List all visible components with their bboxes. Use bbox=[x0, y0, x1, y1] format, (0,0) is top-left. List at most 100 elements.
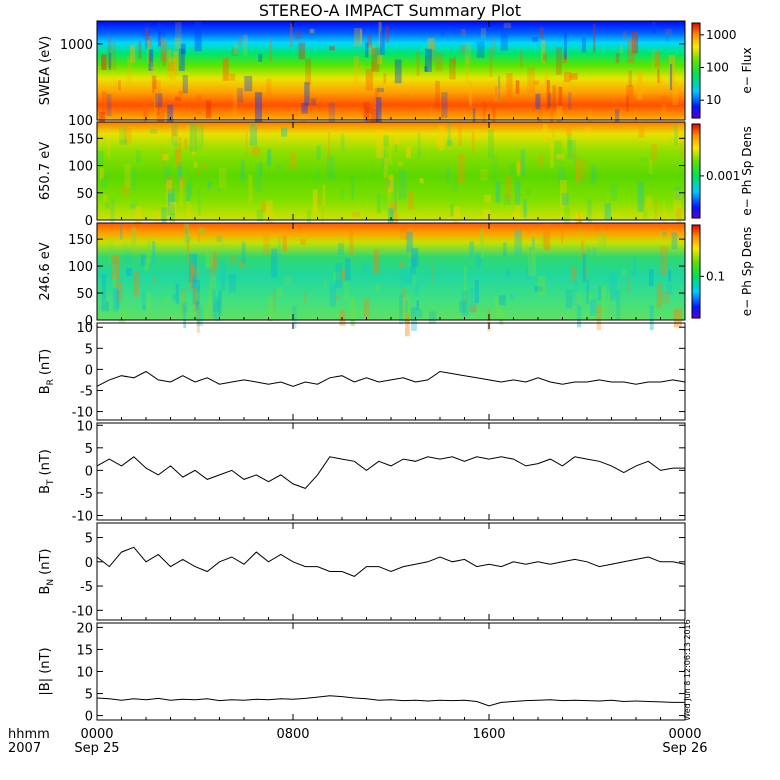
spectrogram-texture bbox=[147, 238, 151, 264]
spectrogram-texture bbox=[240, 160, 245, 182]
spectrogram-texture bbox=[651, 143, 657, 162]
y-tick-label: 0 bbox=[85, 464, 93, 479]
spectrogram-texture bbox=[563, 206, 571, 230]
spectrogram-texture bbox=[397, 161, 404, 167]
spectrogram-texture bbox=[218, 290, 222, 316]
spectrogram-texture bbox=[250, 123, 257, 146]
spectrogram-texture bbox=[382, 149, 385, 171]
spectrogram-texture bbox=[340, 133, 345, 151]
y-axis-label: |B| (nT) bbox=[38, 647, 53, 695]
spectrogram-texture bbox=[388, 142, 392, 165]
spectrogram-texture bbox=[161, 207, 167, 226]
spectrogram-texture bbox=[327, 132, 331, 160]
spectrogram-texture bbox=[278, 236, 281, 267]
spectrogram-texture bbox=[377, 55, 383, 65]
spectrogram-texture bbox=[231, 48, 239, 57]
spectrogram-texture bbox=[506, 268, 510, 278]
spectrogram-texture bbox=[175, 96, 181, 101]
spectrogram-texture bbox=[450, 203, 454, 217]
spectrogram-texture bbox=[363, 102, 369, 119]
spectrogram-texture bbox=[639, 157, 648, 162]
spectrogram-texture bbox=[276, 287, 283, 297]
spectrogram-texture bbox=[492, 36, 496, 55]
spectrogram-texture bbox=[401, 288, 407, 315]
spectrogram-texture bbox=[535, 93, 541, 110]
spectrogram-texture bbox=[174, 37, 181, 66]
spectrogram-texture bbox=[167, 49, 172, 78]
spectrogram-texture bbox=[476, 130, 481, 139]
spectrogram-texture bbox=[159, 35, 163, 45]
spectrogram-texture bbox=[394, 181, 397, 211]
spectrogram-texture bbox=[440, 27, 445, 36]
spectrogram-texture bbox=[303, 292, 307, 303]
y-tick-label: -10 bbox=[72, 604, 93, 619]
colorbar-label: e− Flux bbox=[740, 47, 754, 93]
spectrogram-texture bbox=[312, 189, 318, 214]
spectrogram-texture bbox=[127, 55, 132, 86]
spectrogram-texture bbox=[322, 184, 326, 206]
spectrogram-texture bbox=[324, 276, 327, 289]
spectrogram-texture bbox=[241, 241, 246, 264]
spectrogram-texture bbox=[527, 66, 535, 94]
panel-pad246 bbox=[97, 223, 685, 337]
spectrogram-texture bbox=[362, 262, 370, 274]
spectrogram-texture bbox=[142, 102, 149, 118]
spectrogram-texture bbox=[593, 23, 596, 53]
spectrogram-texture bbox=[184, 138, 188, 150]
spectrogram-texture bbox=[515, 202, 521, 222]
panel-frame-bmag bbox=[96, 622, 686, 721]
spectrogram-texture bbox=[523, 199, 527, 218]
spectrogram-texture bbox=[670, 64, 673, 91]
spectrogram-texture bbox=[588, 292, 591, 302]
spectrogram-texture bbox=[458, 126, 462, 146]
y-tick-label: 50 bbox=[76, 287, 93, 302]
spectrogram-texture bbox=[565, 127, 572, 136]
spectrogram-texture bbox=[352, 211, 360, 217]
spectrogram-texture bbox=[548, 93, 552, 108]
spectrogram-texture bbox=[492, 107, 496, 131]
spectrogram-texture bbox=[186, 201, 192, 216]
spectrogram-texture bbox=[156, 102, 160, 116]
spectrogram-texture bbox=[222, 57, 229, 81]
spectrogram-texture bbox=[292, 305, 297, 329]
spectrogram-texture bbox=[255, 163, 262, 192]
spectrogram-texture bbox=[335, 262, 343, 289]
spectrogram-texture bbox=[131, 227, 137, 246]
spectrogram-texture bbox=[408, 248, 413, 267]
spectrogram-texture bbox=[229, 73, 236, 81]
spectrogram-texture bbox=[171, 88, 179, 94]
spectrogram-texture bbox=[363, 298, 370, 318]
spectrogram-texture bbox=[469, 304, 478, 313]
spectrogram-texture bbox=[661, 95, 669, 106]
spectrogram-texture bbox=[543, 124, 548, 143]
spectrogram-texture bbox=[503, 23, 511, 29]
colorbar-label: e− Ph Sp Dens bbox=[740, 227, 754, 316]
panel-bn bbox=[96, 546, 686, 577]
spectrogram-texture bbox=[417, 133, 421, 158]
spectrogram-texture bbox=[252, 146, 260, 155]
spectrogram-texture bbox=[196, 305, 204, 327]
spectrogram-texture bbox=[441, 92, 448, 118]
y-axis-label: BR(nT) bbox=[38, 349, 56, 395]
spectrogram-texture bbox=[503, 242, 507, 256]
spectrogram-texture bbox=[212, 288, 216, 319]
spectrogram-texture bbox=[500, 33, 508, 51]
spectrogram-texture bbox=[543, 223, 551, 251]
spectrogram-texture bbox=[520, 50, 523, 68]
spectrogram-texture bbox=[399, 267, 406, 288]
spectrogram-texture bbox=[558, 86, 563, 106]
spectrogram-texture bbox=[289, 151, 297, 170]
y-tick-label: 100 bbox=[68, 160, 93, 175]
spectrogram-texture bbox=[175, 283, 179, 304]
spectrogram-texture bbox=[281, 127, 288, 137]
panel-frame-bt bbox=[96, 422, 686, 521]
spectrogram-texture bbox=[338, 242, 344, 255]
spectrogram-texture bbox=[374, 285, 379, 292]
spectrogram-texture bbox=[214, 295, 221, 322]
spectrogram-texture bbox=[172, 51, 178, 75]
spectrogram-texture bbox=[533, 80, 539, 86]
spectrogram-texture bbox=[309, 28, 315, 34]
spectrogram-texture bbox=[140, 254, 146, 266]
spectrogram-texture bbox=[165, 175, 174, 192]
spectrogram-texture bbox=[188, 253, 197, 283]
